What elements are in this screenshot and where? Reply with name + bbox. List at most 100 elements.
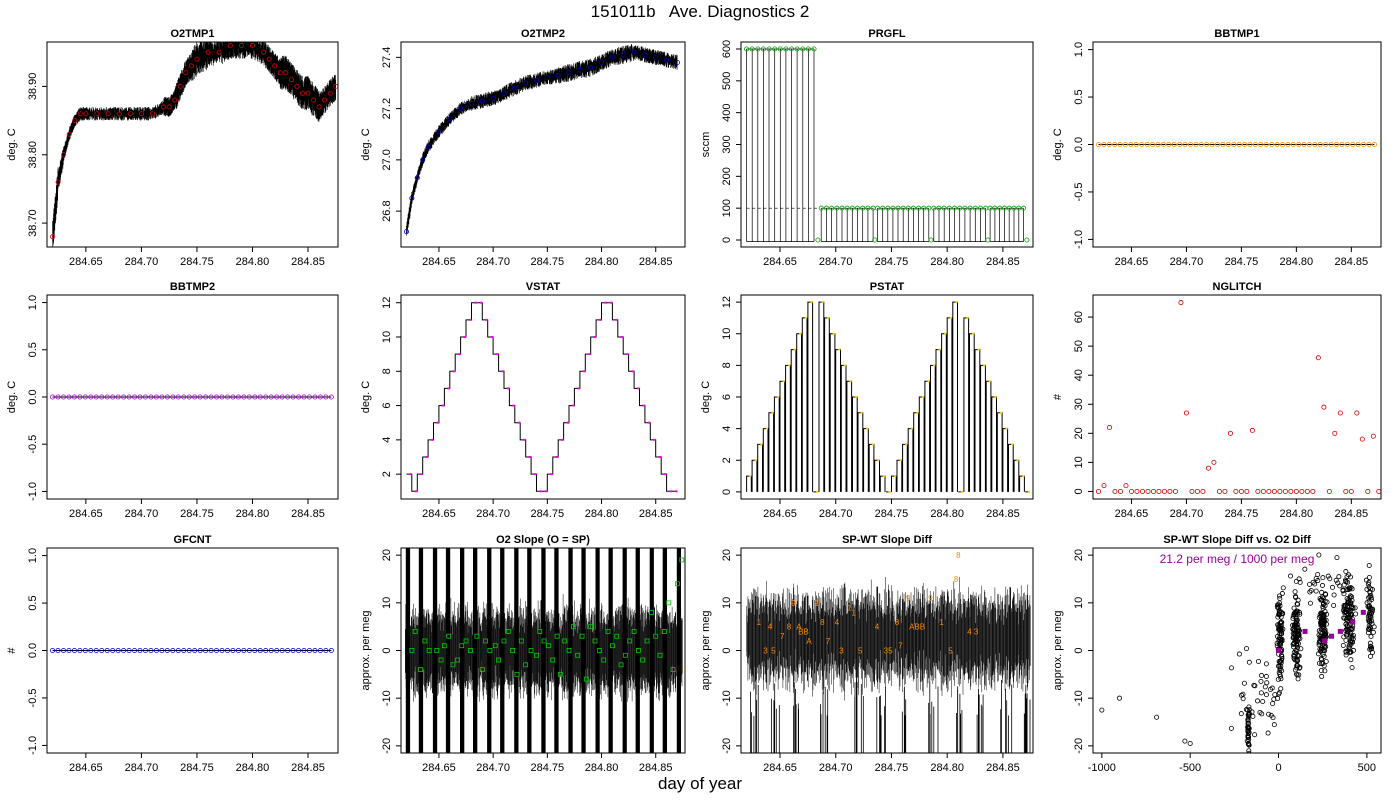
data-point — [1344, 607, 1350, 613]
x-tick-label: 284.70 — [476, 256, 510, 268]
panel-plot-area — [403, 44, 680, 236]
y-tick-label: 1.0 — [27, 548, 39, 563]
data-point — [285, 394, 291, 400]
y-tick-label: 0.0 — [27, 389, 39, 404]
y-tick-label: 38.90 — [27, 73, 39, 101]
data-point — [1182, 141, 1188, 147]
data-point — [512, 85, 518, 91]
panel-plot-area — [50, 394, 334, 400]
y-tick-label: -10 — [1073, 690, 1085, 706]
data-point — [627, 638, 633, 644]
data-point — [977, 205, 983, 211]
data-point — [1332, 430, 1338, 436]
data-point — [653, 54, 659, 60]
data-line — [746, 576, 1031, 701]
data-point — [1240, 696, 1246, 702]
data-point — [1255, 698, 1261, 704]
data-label: 9 — [815, 599, 820, 608]
data-point — [126, 648, 132, 654]
data-point — [257, 394, 263, 400]
data-point — [1155, 141, 1161, 147]
data-point — [1366, 617, 1372, 623]
data-point — [257, 648, 263, 654]
data-label: 7 — [898, 642, 903, 651]
data-point — [1341, 615, 1347, 621]
data-point — [55, 179, 61, 185]
fit-point — [1350, 619, 1356, 625]
data-label: 1 — [757, 618, 762, 627]
data-point — [1128, 488, 1134, 494]
data-point — [186, 394, 192, 400]
data-point — [1318, 667, 1324, 673]
data-point — [1271, 722, 1277, 728]
data-point — [1320, 623, 1326, 629]
data-point — [216, 49, 222, 55]
data-point — [105, 111, 111, 117]
data-point — [490, 95, 496, 101]
x-tick-label: 284.75 — [531, 508, 565, 520]
data-point — [744, 46, 750, 52]
data-point — [1133, 141, 1139, 147]
data-point — [121, 394, 127, 400]
x-tick-label: 284.70 — [125, 256, 159, 268]
data-point — [823, 205, 829, 211]
data-point — [1319, 657, 1325, 663]
data-point — [441, 643, 447, 649]
x-tick-label: 284.75 — [180, 508, 214, 520]
data-point — [1365, 488, 1371, 494]
y-tick-label: 10 — [721, 328, 733, 340]
data-point — [126, 394, 132, 400]
annotation-text: 21.2 per meg / 1000 per meg — [1160, 552, 1315, 566]
data-point — [1255, 488, 1261, 494]
data-point — [992, 205, 998, 211]
data-point — [605, 629, 611, 634]
data-point — [1348, 626, 1354, 632]
data-point — [159, 648, 165, 654]
y-tick-label: 12 — [381, 297, 393, 309]
data-point — [1367, 653, 1373, 659]
data-point — [450, 662, 456, 668]
data-point — [496, 657, 501, 663]
data-point — [150, 111, 156, 117]
x-tick-label: 284.80 — [236, 256, 270, 268]
data-point — [1252, 683, 1258, 689]
data-point — [1225, 141, 1231, 147]
y-tick-label: -20 — [1073, 738, 1085, 754]
data-point — [1277, 488, 1283, 494]
data-point — [855, 205, 861, 211]
data-point — [1292, 667, 1298, 673]
data-point — [1355, 141, 1361, 147]
data-point — [1233, 488, 1239, 494]
data-point — [885, 205, 891, 211]
data-point — [1276, 622, 1282, 628]
data-point — [467, 648, 473, 653]
data-point — [1316, 552, 1322, 558]
data-point — [203, 394, 209, 400]
data-point — [1349, 586, 1355, 592]
data-point — [642, 52, 648, 58]
fit-point — [1321, 638, 1327, 644]
data-point — [1295, 638, 1301, 644]
data-point — [1327, 576, 1333, 582]
y-tick-label: 20 — [721, 549, 733, 561]
data-point — [1139, 488, 1145, 494]
data-point — [931, 205, 937, 211]
data-point — [1294, 601, 1300, 607]
data-point — [967, 205, 973, 211]
data-point — [1178, 300, 1184, 306]
data-point — [170, 648, 176, 654]
data-point — [277, 70, 283, 76]
data-point — [1348, 574, 1354, 580]
data-point — [1320, 613, 1326, 619]
data-point — [1291, 644, 1297, 650]
data-point — [203, 648, 209, 654]
panel-frame — [400, 547, 686, 754]
data-point — [99, 648, 105, 654]
data-point — [1277, 609, 1283, 615]
data-point — [1323, 141, 1329, 147]
data-point — [454, 657, 460, 663]
x-tick-label: 284.85 — [639, 508, 673, 520]
data-label: A — [796, 623, 802, 632]
data-point — [875, 205, 881, 211]
data-label: 7 — [780, 632, 785, 641]
